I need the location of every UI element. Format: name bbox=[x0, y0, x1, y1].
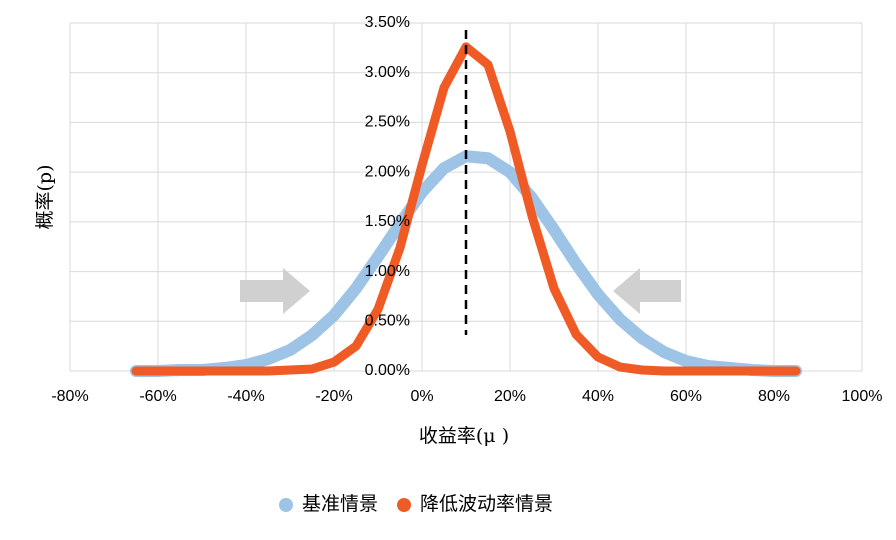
y-axis-title: 概率(p) bbox=[34, 165, 56, 230]
y-tick-label: 2.50% bbox=[365, 114, 410, 131]
x-tick-label: 40% bbox=[582, 388, 614, 405]
y-tick-label: 0.50% bbox=[365, 313, 410, 330]
plot bbox=[130, 30, 802, 377]
x-tick-label: 60% bbox=[670, 388, 702, 405]
legend: 基准情景 降低波动率情景 bbox=[279, 493, 553, 515]
arrow-left bbox=[613, 268, 681, 314]
legend-marker bbox=[397, 498, 412, 512]
y-tick-label: 3.00% bbox=[365, 64, 410, 81]
x-tick-label: 80% bbox=[758, 388, 790, 405]
y-tick-label: 1.50% bbox=[365, 213, 410, 230]
y-tick-label: 0.00% bbox=[365, 362, 410, 379]
legend-label: 降低波动率情景 bbox=[420, 493, 553, 515]
x-tick-label: 100% bbox=[842, 388, 883, 405]
x-tick-label: 20% bbox=[494, 388, 526, 405]
x-tick-label: -60% bbox=[139, 388, 176, 405]
x-tick-label: -40% bbox=[227, 388, 264, 405]
x-tick-label: 0% bbox=[410, 388, 433, 405]
x-tick-label: -20% bbox=[315, 388, 352, 405]
x-axis-title: 收益率(μ ) bbox=[419, 425, 509, 447]
y-tick-label: 1.00% bbox=[365, 263, 410, 280]
y-tick-label: 3.50% bbox=[365, 14, 410, 31]
legend-marker bbox=[279, 498, 293, 512]
y-tick-label: 2.00% bbox=[365, 163, 410, 180]
arrow-right bbox=[240, 268, 310, 314]
legend-label: 基准情景 bbox=[302, 493, 378, 515]
x-tick-label: -80% bbox=[51, 388, 88, 405]
